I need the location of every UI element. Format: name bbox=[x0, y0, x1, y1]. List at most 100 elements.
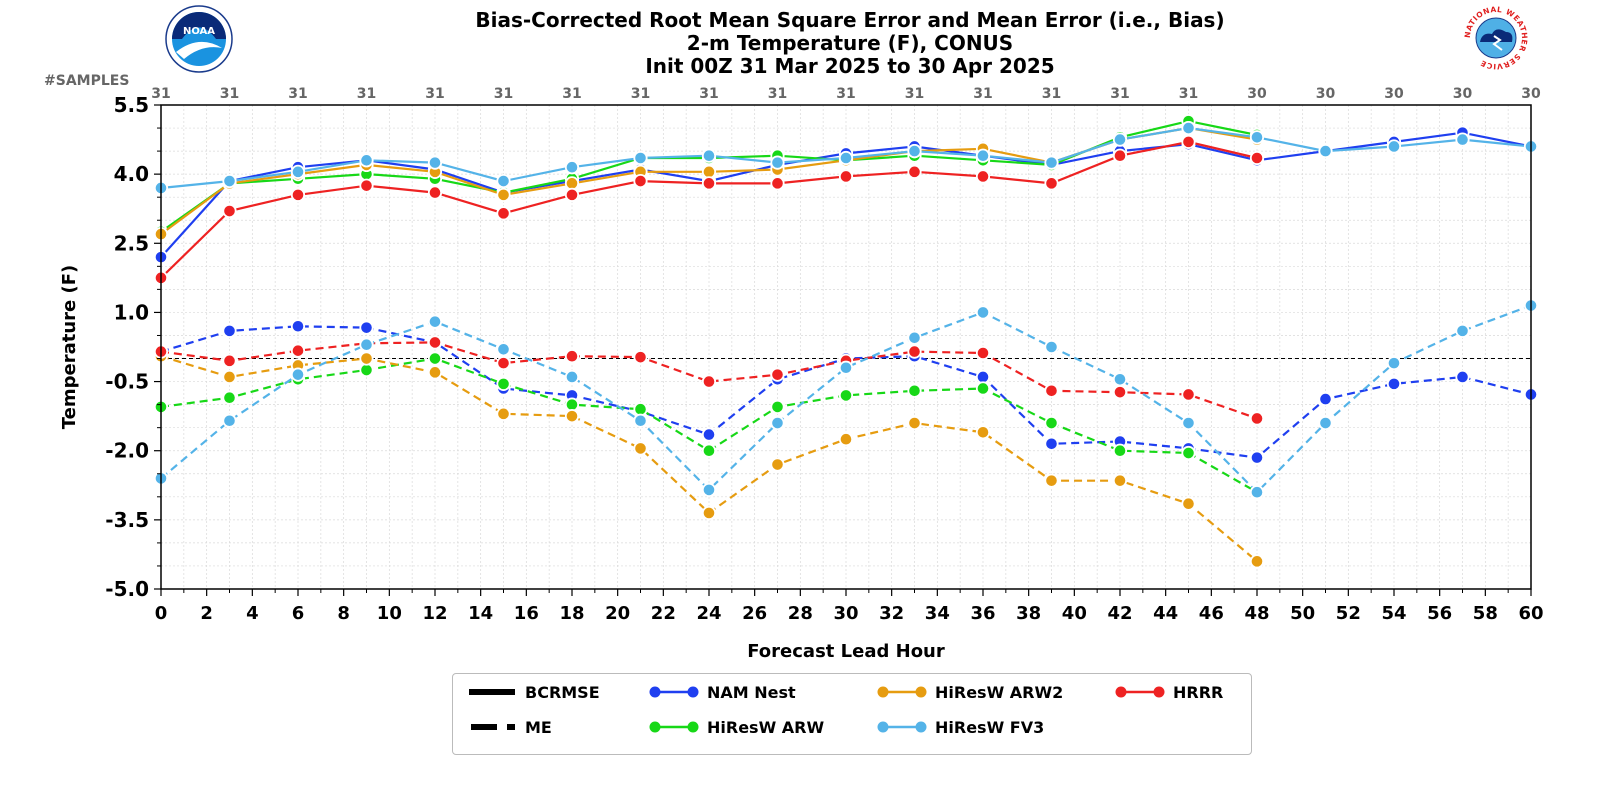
legend-style-me-label: ME bbox=[525, 717, 552, 737]
legend-style-me: ME bbox=[467, 717, 552, 737]
x-tick-label: 24 bbox=[696, 603, 721, 624]
nam-nest-me-point bbox=[701, 427, 717, 442]
sample-count: 31 bbox=[973, 86, 992, 102]
hrrr-me-point bbox=[1181, 387, 1196, 402]
y-tick-label: -5.0 bbox=[105, 577, 149, 601]
hiresw-arw2-bcrmse-point bbox=[496, 187, 511, 202]
hiresw-fv3-bcrmse-point bbox=[838, 150, 854, 166]
hiresw-fv3-bcrmse-point bbox=[907, 143, 922, 159]
hiresw-arw-me-point bbox=[496, 376, 511, 391]
x-tick-label: 54 bbox=[1381, 603, 1406, 624]
hiresw-fv3-me-point bbox=[564, 369, 580, 385]
sample-count: 31 bbox=[768, 86, 787, 102]
nam-nest-marker-icon bbox=[649, 686, 699, 698]
sample-count: 30 bbox=[1316, 86, 1336, 102]
nam-nest-me-point bbox=[359, 320, 374, 335]
sample-count: 31 bbox=[836, 86, 855, 102]
hiresw-fv3-bcrmse-point bbox=[770, 155, 785, 170]
legend: BCRMSE ME NAM Nest HiResW ARW HiResW ARW… bbox=[452, 673, 1252, 755]
sample-count: 31 bbox=[151, 86, 170, 102]
hiresw-fv3-bcrmse-point bbox=[1455, 132, 1470, 147]
hiresw-arw-me-point bbox=[564, 397, 580, 412]
hiresw-fv3-me-point bbox=[838, 360, 854, 375]
hrrr-me-point bbox=[564, 349, 580, 364]
hiresw-arw-me-point bbox=[1112, 443, 1128, 458]
hiresw-arw2-marker-icon bbox=[877, 686, 927, 698]
y-tick-label: 2.5 bbox=[114, 231, 149, 255]
samples-label: #SAMPLES bbox=[44, 73, 130, 89]
hiresw-fv3-me-point bbox=[1386, 356, 1402, 371]
hrrr-me-point bbox=[907, 344, 922, 359]
hrrr-bcrmse-point bbox=[975, 169, 991, 184]
x-tick-label: 46 bbox=[1199, 603, 1224, 624]
hiresw-arw-me-point bbox=[975, 381, 991, 396]
hiresw-fv3-me-point bbox=[1044, 339, 1059, 355]
hiresw-fv3-me-point bbox=[1181, 415, 1196, 431]
x-tick-label: 4 bbox=[246, 603, 259, 624]
samples-row: 31 31 31 31 31 31 31 31 31 31 31 31 31 31 31 31 30 30 30 30… bbox=[151, 86, 1541, 102]
hrrr-me-point bbox=[633, 350, 648, 365]
hiresw-arw2-bcrmse-point bbox=[564, 176, 580, 191]
hiresw-fv3-me-point bbox=[1112, 372, 1128, 387]
hiresw-arw-me-point bbox=[359, 362, 374, 378]
hiresw-arw2-me-point bbox=[838, 432, 854, 447]
nam-nest-me-point bbox=[975, 369, 991, 385]
hrrr-bcrmse-point bbox=[1112, 148, 1128, 163]
hiresw-fv3-bcrmse-point bbox=[1318, 143, 1333, 159]
x-tick-label: 6 bbox=[292, 603, 305, 624]
hiresw-arw-me-line bbox=[160, 357, 1258, 494]
hiresw-arw-me-point bbox=[1044, 415, 1059, 431]
x-tick-label: 16 bbox=[514, 603, 539, 624]
hiresw-fv3-marker-icon bbox=[877, 721, 927, 733]
hiresw-arw2-me-point bbox=[496, 406, 511, 421]
hiresw-arw-me-point bbox=[701, 443, 717, 458]
hiresw-fv3-bcrmse-point bbox=[633, 150, 648, 166]
x-tick-label: 48 bbox=[1244, 603, 1269, 624]
nam-nest-me-point bbox=[1386, 376, 1402, 391]
x-tick-label: 58 bbox=[1473, 603, 1498, 624]
hrrr-bcrmse-point bbox=[633, 173, 648, 189]
hiresw-arw2-me-point bbox=[975, 425, 991, 440]
hiresw-arw2-me-point bbox=[770, 457, 785, 472]
hiresw-arw-me-point bbox=[222, 390, 237, 405]
hrrr-bcrmse-point bbox=[1181, 134, 1196, 149]
hiresw-fv3-me-point bbox=[496, 342, 511, 357]
legend-style-bcrmse-label: BCRMSE bbox=[525, 682, 600, 702]
x-tick-label: 26 bbox=[742, 603, 767, 624]
hiresw-arw-me-point bbox=[427, 351, 443, 366]
sample-count: 31 bbox=[631, 86, 650, 102]
hiresw-fv3-bcrmse-point bbox=[1112, 132, 1128, 147]
hiresw-fv3-bcrmse-point bbox=[359, 153, 374, 168]
hrrr-bcrmse-point bbox=[222, 203, 237, 219]
series-group bbox=[153, 114, 1539, 569]
x-tick-label: 14 bbox=[468, 603, 493, 624]
hrrr-bcrmse-point bbox=[1249, 150, 1265, 166]
hiresw-fv3-me-point bbox=[633, 413, 648, 428]
hiresw-fv3-me-point bbox=[1318, 415, 1333, 431]
hiresw-arw2-me-point bbox=[633, 441, 648, 456]
x-tick-label: 22 bbox=[651, 603, 676, 624]
sample-count: 30 bbox=[1521, 86, 1541, 102]
hrrr-bcrmse-point bbox=[907, 164, 922, 179]
sample-count: 31 bbox=[288, 86, 307, 102]
hiresw-arw-marker-icon bbox=[649, 721, 699, 733]
solid-line-icon bbox=[469, 689, 515, 695]
hrrr-bcrmse-point bbox=[838, 169, 854, 184]
x-tick-label: 44 bbox=[1153, 603, 1178, 624]
hiresw-arw2-bcrmse-point bbox=[701, 164, 717, 179]
hrrr-me-point bbox=[1044, 383, 1059, 398]
y-tick-label: -0.5 bbox=[105, 370, 149, 394]
x-tick-label: 32 bbox=[879, 603, 904, 624]
nam-nest-me-point bbox=[290, 319, 306, 334]
legend-hrrr: HRRR bbox=[1115, 682, 1223, 702]
sample-count: 31 bbox=[699, 86, 718, 102]
hiresw-arw2-me-point bbox=[1249, 554, 1265, 569]
chart-title-line2: 2-m Temperature (F), CONUS bbox=[686, 31, 1014, 55]
x-tick-label: 8 bbox=[337, 603, 350, 624]
hiresw-fv3-bcrmse-point bbox=[1249, 130, 1265, 145]
sample-count: 31 bbox=[425, 86, 444, 102]
sample-count: 30 bbox=[1453, 86, 1473, 102]
hrrr-bcrmse-point bbox=[359, 178, 374, 193]
hrrr-me-point bbox=[427, 335, 443, 350]
y-axis-label: Temperature (F) bbox=[59, 265, 80, 430]
